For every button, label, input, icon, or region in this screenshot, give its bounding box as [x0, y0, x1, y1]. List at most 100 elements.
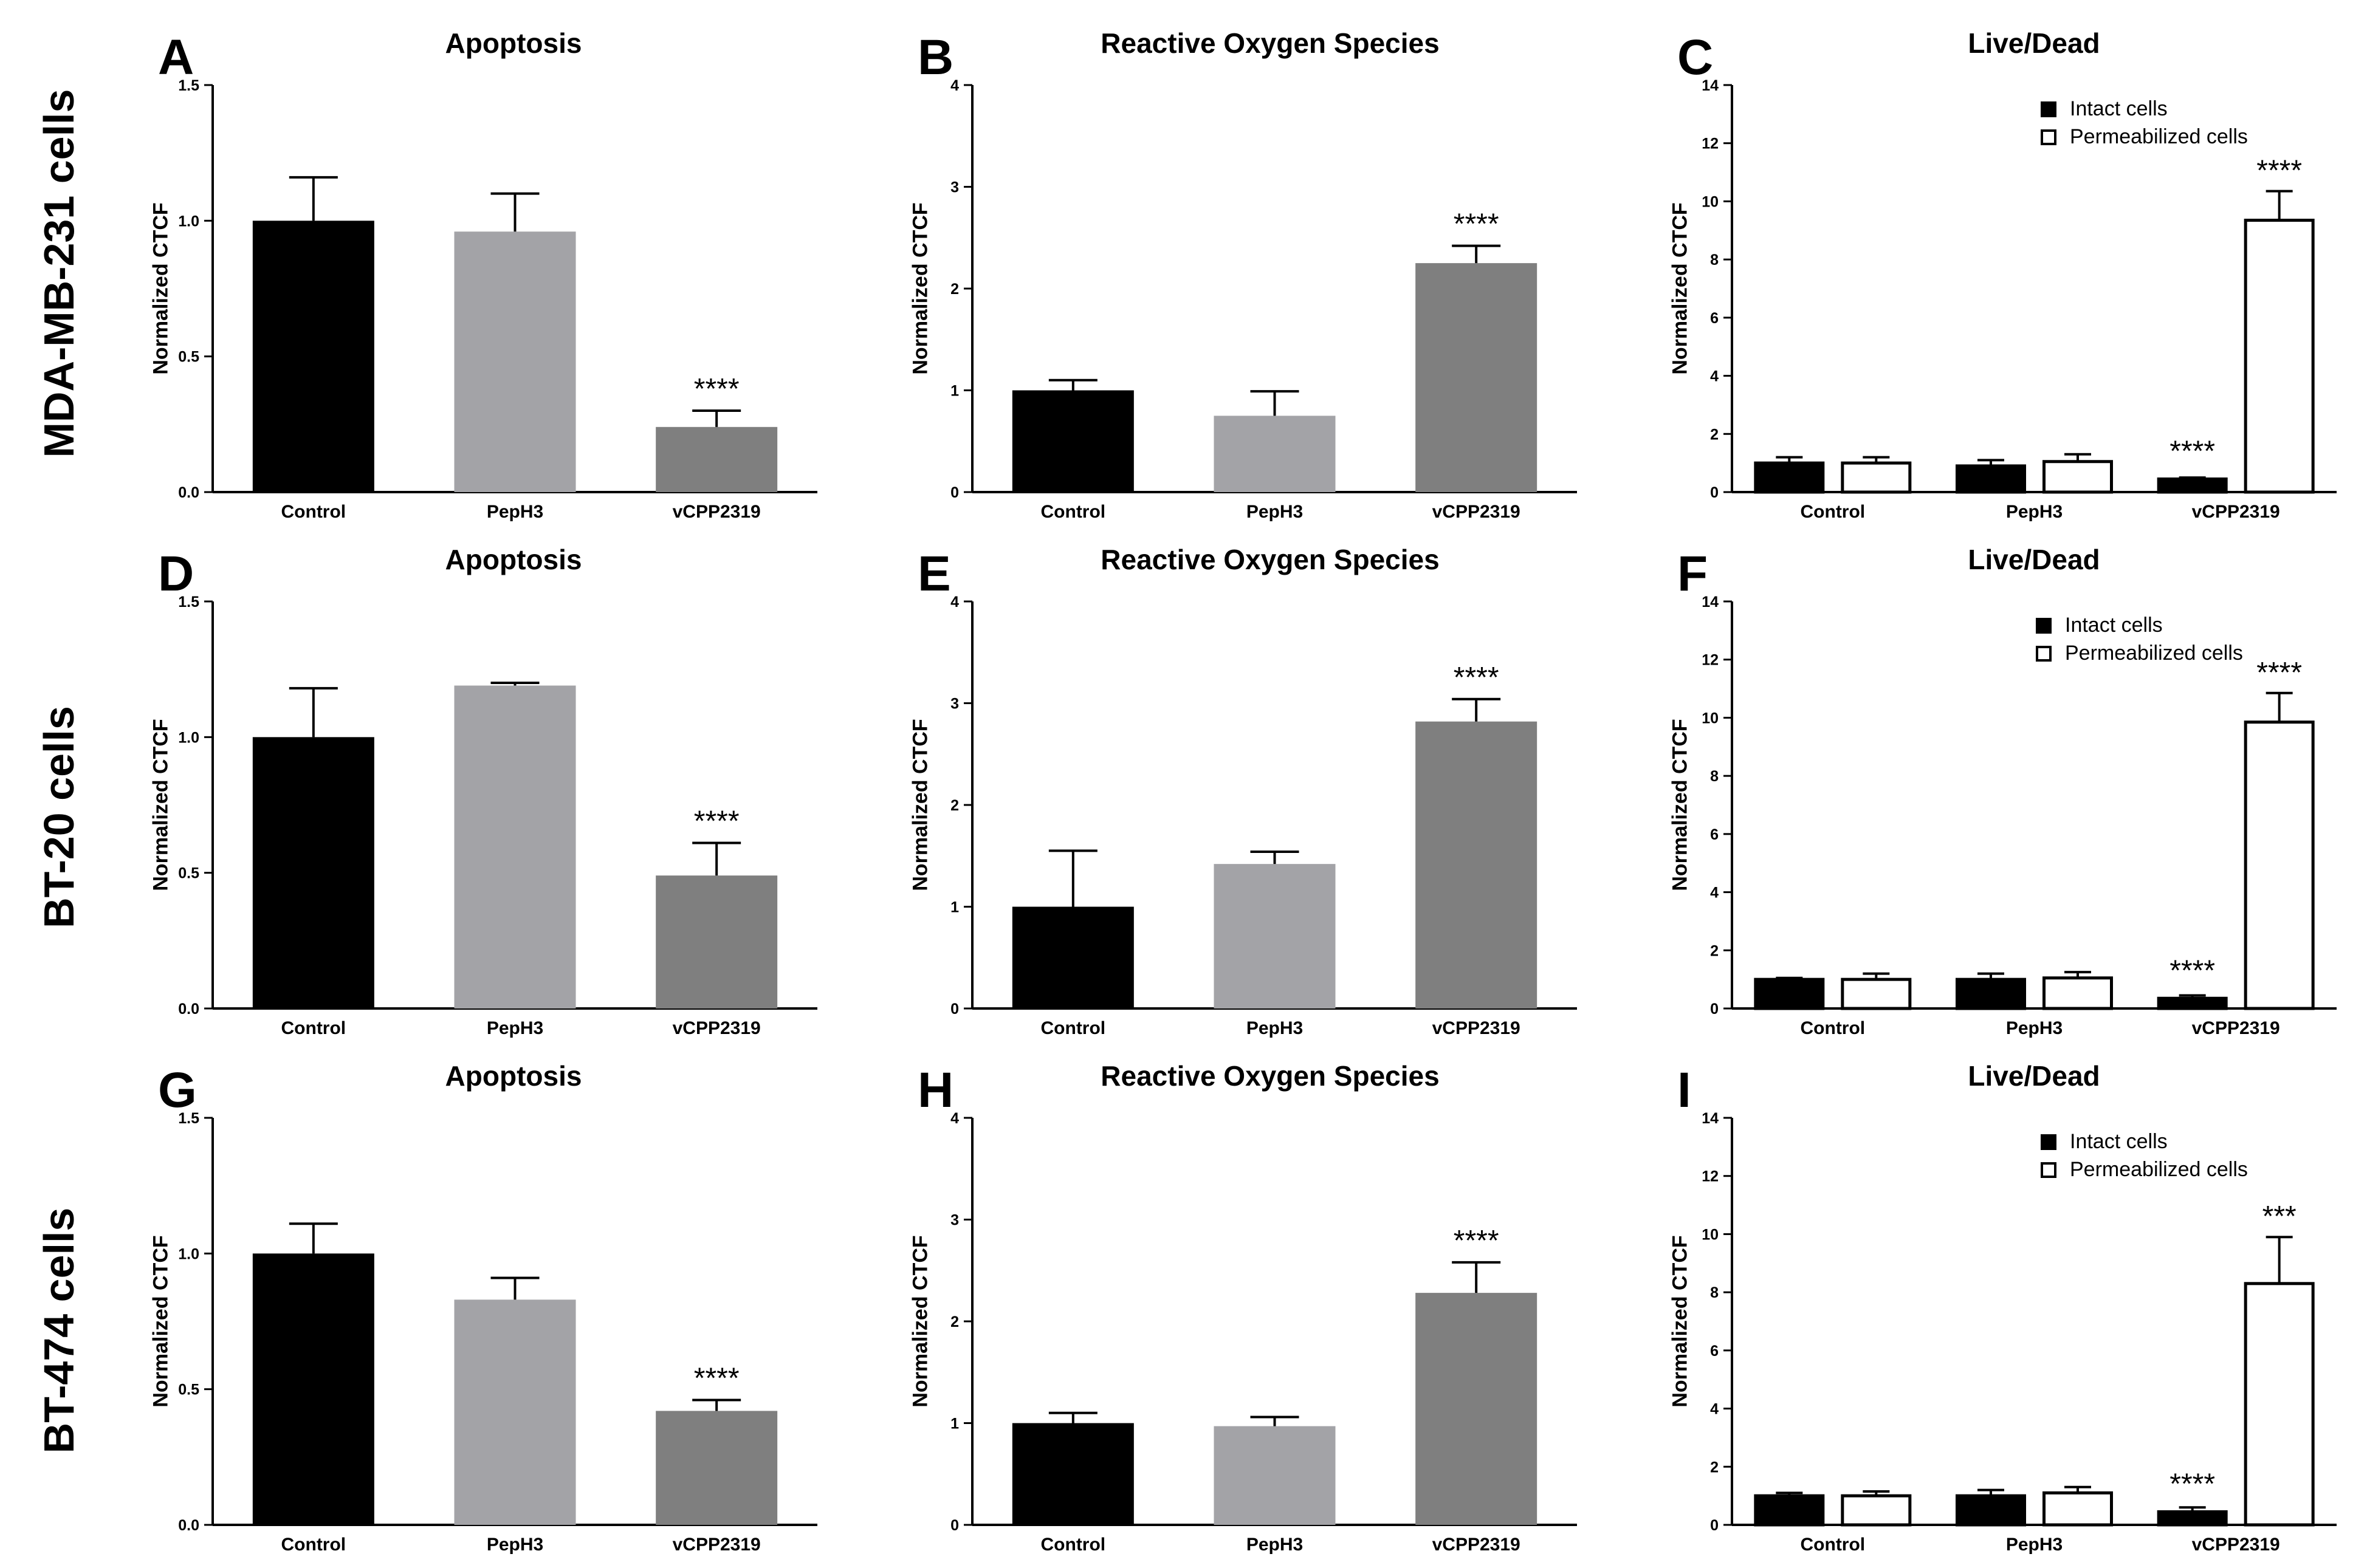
bar	[1214, 1426, 1336, 1525]
y-tick-label: 4	[950, 1110, 959, 1127]
y-tick-label: 10	[1702, 710, 1719, 727]
bar	[1214, 416, 1336, 492]
panel-c: 0 2 4 6 8 10 12 14 **** **** Control PepH3 vCPP2319 C…	[1568, 0, 2337, 522]
bar-intact	[1754, 1494, 1825, 1527]
legend-swatch-intact	[2041, 101, 2056, 117]
y-tick-label: 4	[1710, 885, 1719, 902]
panel-g: 0.0 0.5 1.0 1.5 **** Control PepH3 vCPP2319 G Apo…	[49, 1033, 817, 1555]
panel-h-plot: 0 1 2 3 4 **** Control PepH3 vCPP2319	[950, 1110, 1577, 1555]
significance-label: ****	[2169, 435, 2215, 467]
y-tick-label: 1.5	[178, 77, 199, 94]
y-tick-label: 6	[1710, 310, 1719, 327]
y-axis-label: Normalized CTCF	[1668, 719, 1692, 891]
x-tick-label: PepH3	[1246, 1018, 1303, 1038]
y-axis-label: Normalized CTCF	[909, 202, 932, 375]
panel-title: Live/Dead	[1968, 1060, 2100, 1092]
y-tick-label: 1.5	[178, 1110, 199, 1127]
panel-f: 0 2 4 6 8 10 12 14 **** **** Control PepH3 vCPP2319 F…	[1568, 516, 2337, 1038]
y-tick-label: 2	[1710, 426, 1719, 443]
y-tick-label: 2	[950, 797, 959, 814]
bar-intact	[1956, 1494, 2026, 1527]
y-tick-label: 0.5	[178, 865, 199, 882]
x-tick-label: Control	[1801, 1018, 1866, 1038]
y-tick-label: 1	[950, 1416, 959, 1433]
y-tick-label: 14	[1702, 1110, 1719, 1127]
legend-label: Permeabilized cells	[2070, 1158, 2248, 1181]
panel-i: 0 2 4 6 8 10 12 14 **** *** Control PepH3 vCPP2319 I L…	[1568, 1033, 2337, 1555]
panel-d: 0.0 0.5 1.0 1.5 **** Control PepH3 vCPP2319 D Apo…	[49, 516, 817, 1038]
panel-e: 0 1 2 3 4 **** Control PepH3 vCPP2319 E Reactive O…	[808, 516, 1577, 1038]
y-axis-label: Normalized CTCF	[149, 1235, 173, 1408]
panel-title: Apoptosis	[445, 1060, 582, 1092]
bar-intact	[2157, 477, 2228, 494]
significance-label: ****	[2169, 954, 2215, 987]
y-axis-label: Normalized CTCF	[1668, 1235, 1692, 1408]
bar-permeabilized	[2042, 1491, 2113, 1527]
legend-item: Intact cells	[2041, 1128, 2248, 1155]
y-tick-label: 4	[950, 594, 959, 611]
x-tick-label: Control	[281, 502, 346, 522]
y-tick-label: 2	[1710, 942, 1719, 959]
panel-f-plot: 0 2 4 6 8 10 12 14 **** **** Control PepH3 vCPP2319	[1702, 594, 2337, 1038]
bar	[252, 1253, 374, 1525]
significance-label: ****	[694, 1363, 740, 1395]
y-axis-label: Normalized CTCF	[149, 719, 173, 891]
bar-intact	[1956, 977, 2026, 1010]
x-tick-label: vCPP2319	[1432, 1535, 1520, 1555]
y-tick-label: 14	[1702, 77, 1719, 94]
bar-permeabilized	[1841, 1494, 1912, 1527]
y-tick-label: 1.5	[178, 594, 199, 611]
y-axis-label: Normalized CTCF	[909, 1235, 932, 1408]
legend-item: Permeabilized cells	[2041, 1155, 2248, 1183]
x-tick-label: PepH3	[1246, 502, 1303, 522]
x-tick-label: vCPP2319	[673, 1535, 761, 1555]
x-tick-label: PepH3	[487, 1535, 543, 1555]
bar	[454, 231, 576, 492]
y-tick-label: 0.5	[178, 1381, 199, 1399]
x-tick-label: vCPP2319	[2192, 502, 2280, 522]
y-tick-label: 3	[950, 696, 959, 713]
panel-g-plot: 0.0 0.5 1.0 1.5 **** Control PepH3 vCPP2319	[178, 1110, 817, 1555]
y-tick-label: 0	[1710, 484, 1719, 501]
legend-swatch-permeabilized	[2036, 646, 2052, 662]
y-tick-label: 12	[1702, 652, 1719, 669]
y-tick-label: 10	[1702, 1226, 1719, 1243]
panel-a-plot: 0.0 0.5 1.0 1.5 **** Control PepH3 vCPP2319	[178, 77, 817, 522]
bar-permeabilized	[1841, 977, 1912, 1010]
legend-label: Intact cells	[2070, 97, 2168, 120]
x-tick-label: Control	[1801, 1535, 1866, 1555]
panel-h: 0 1 2 3 4 **** Control PepH3 vCPP2319 H Reactive O…	[808, 1033, 1577, 1555]
legend-label: Intact cells	[2065, 614, 2163, 637]
legend-label: Permeabilized cells	[2070, 125, 2248, 148]
y-tick-label: 2	[950, 1313, 959, 1330]
legend-swatch-permeabilized	[2041, 129, 2056, 145]
panel-letter: D	[158, 546, 194, 601]
panel-b-plot: 0 1 2 3 4 **** Control PepH3 vCPP2319	[950, 77, 1577, 522]
significance-label: ***	[2262, 1200, 2297, 1233]
significance-label: ****	[2169, 1468, 2215, 1500]
x-tick-label: PepH3	[487, 1018, 543, 1038]
bar	[1415, 721, 1537, 1008]
panel-letter: F	[1677, 546, 1708, 601]
panel-title: Live/Dead	[1968, 27, 2100, 59]
x-tick-label: PepH3	[2006, 1018, 2063, 1038]
y-tick-label: 1.0	[178, 1245, 199, 1262]
x-tick-label: Control	[281, 1535, 346, 1555]
panel-c-plot: 0 2 4 6 8 10 12 14 **** **** Control PepH3 vCPP2319	[1702, 77, 2337, 522]
panel-letter: E	[918, 546, 951, 601]
bar	[252, 737, 374, 1008]
x-tick-label: Control	[281, 1018, 346, 1038]
legend-item: Permeabilized cells	[2041, 123, 2248, 151]
panel-letter: C	[1677, 30, 1714, 85]
y-tick-label: 1.0	[178, 213, 199, 230]
panel-letter: A	[158, 30, 194, 85]
y-tick-label: 0	[1710, 1001, 1719, 1018]
y-tick-label: 0	[950, 1517, 959, 1534]
x-tick-label: vCPP2319	[673, 502, 761, 522]
significance-label: ****	[694, 806, 740, 838]
legend-swatch-intact	[2041, 1134, 2056, 1150]
panel-d-plot: 0.0 0.5 1.0 1.5 **** Control PepH3 vCPP2319	[178, 594, 817, 1038]
legend-swatch-permeabilized	[2041, 1162, 2056, 1178]
panel-letter: G	[158, 1063, 197, 1118]
